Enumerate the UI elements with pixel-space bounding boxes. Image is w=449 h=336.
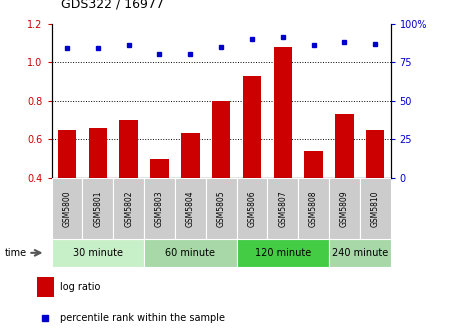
Bar bbox=[237, 178, 267, 239]
Text: 120 minute: 120 minute bbox=[255, 248, 311, 258]
Text: 30 minute: 30 minute bbox=[73, 248, 123, 258]
Text: GSM5801: GSM5801 bbox=[93, 190, 102, 226]
Text: GSM5810: GSM5810 bbox=[371, 190, 380, 226]
Text: GSM5808: GSM5808 bbox=[309, 190, 318, 226]
Bar bbox=[119, 120, 138, 178]
Text: 240 minute: 240 minute bbox=[332, 248, 388, 258]
Text: GSM5803: GSM5803 bbox=[155, 190, 164, 227]
Text: GSM5800: GSM5800 bbox=[62, 190, 71, 227]
Bar bbox=[150, 159, 169, 178]
Text: GSM5807: GSM5807 bbox=[278, 190, 287, 227]
Text: percentile rank within the sample: percentile rank within the sample bbox=[60, 313, 224, 323]
Bar bbox=[144, 239, 237, 267]
Bar bbox=[267, 178, 298, 239]
Bar bbox=[335, 114, 354, 178]
Bar bbox=[329, 178, 360, 239]
Bar bbox=[83, 178, 113, 239]
Text: GSM5802: GSM5802 bbox=[124, 190, 133, 226]
Bar bbox=[52, 239, 144, 267]
Text: GSM5805: GSM5805 bbox=[216, 190, 226, 227]
Bar bbox=[304, 151, 323, 178]
Bar bbox=[175, 178, 206, 239]
Bar bbox=[144, 178, 175, 239]
Bar bbox=[88, 128, 107, 178]
Bar bbox=[366, 130, 384, 178]
Bar bbox=[298, 178, 329, 239]
Text: GDS322 / 16977: GDS322 / 16977 bbox=[61, 0, 163, 10]
Text: GSM5809: GSM5809 bbox=[340, 190, 349, 227]
Bar bbox=[273, 47, 292, 178]
Bar bbox=[37, 277, 54, 297]
Text: time: time bbox=[4, 248, 26, 258]
Text: log ratio: log ratio bbox=[60, 282, 100, 292]
Bar bbox=[181, 133, 199, 178]
Text: GSM5806: GSM5806 bbox=[247, 190, 256, 227]
Text: 60 minute: 60 minute bbox=[165, 248, 216, 258]
Text: GSM5804: GSM5804 bbox=[186, 190, 195, 227]
Bar bbox=[113, 178, 144, 239]
Bar bbox=[329, 239, 391, 267]
Bar bbox=[52, 178, 83, 239]
Bar bbox=[360, 178, 391, 239]
Bar bbox=[243, 76, 261, 178]
Bar bbox=[212, 101, 230, 178]
Bar bbox=[58, 130, 76, 178]
Bar bbox=[237, 239, 329, 267]
Bar bbox=[206, 178, 237, 239]
